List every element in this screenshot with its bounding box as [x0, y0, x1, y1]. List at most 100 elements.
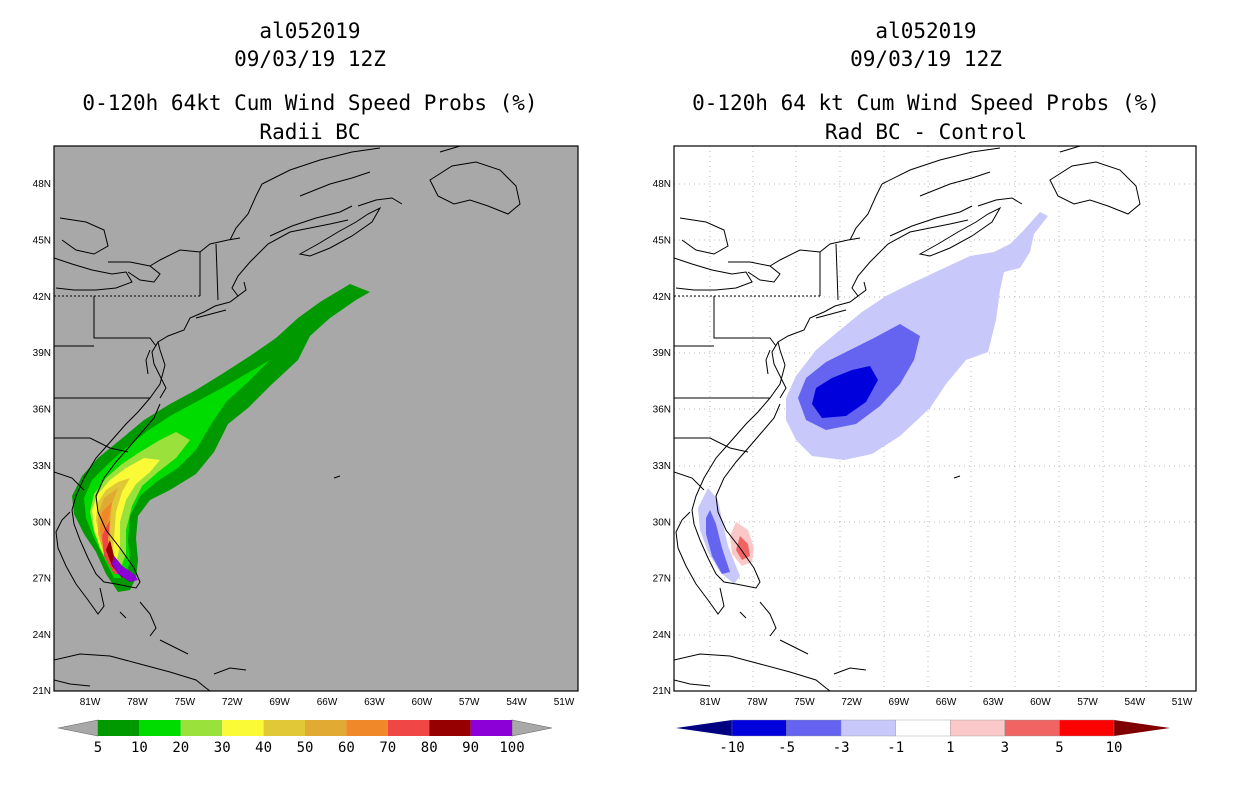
- lat-label: 33N: [653, 461, 671, 472]
- colorbar-tick-label: 3: [1001, 740, 1009, 756]
- lon-label: 57W: [1077, 697, 1098, 708]
- lon-label: 78W: [747, 697, 768, 708]
- lat-label: 24N: [33, 630, 51, 641]
- colorbar-swatch: [98, 720, 140, 736]
- colorbar-tick-label: -5: [778, 740, 795, 756]
- colorbar-high-arrow: [1114, 720, 1170, 736]
- left-colorbar: 5 10 20 30 40 50 60 70 80 90 100: [57, 719, 553, 756]
- lon-label: 66W: [936, 697, 957, 708]
- right-diff-minus5: [812, 366, 878, 418]
- colorbar-low-arrow: [57, 719, 99, 737]
- lat-label: 27N: [33, 574, 51, 585]
- colorbar-swatch: [840, 719, 896, 737]
- lat-label: 42N: [653, 292, 671, 303]
- colorbar-swatch: [950, 719, 1006, 737]
- colorbar-swatch: [346, 720, 388, 736]
- lon-label: 69W: [889, 697, 910, 708]
- lat-label: 45N: [33, 235, 51, 246]
- lat-label: 21N: [33, 686, 51, 697]
- right-product-title: 0-120h 64 kt Cum Wind Speed Probs (%): [692, 91, 1160, 115]
- lat-label: 27N: [653, 574, 671, 585]
- colorbar-tick-label: 10: [1106, 740, 1123, 756]
- colorbar-tick-label: 5: [1055, 740, 1063, 756]
- colorbar-tick-label: 70: [379, 740, 396, 756]
- lat-label: 36N: [33, 405, 51, 416]
- left-swath-70pct: [102, 520, 122, 574]
- lat-label: 30N: [653, 517, 671, 528]
- lon-label: 60W: [412, 697, 433, 708]
- colorbar-tick-label: 30: [214, 740, 231, 756]
- colorbar-tick-label: 80: [421, 740, 438, 756]
- colorbar-swatch: [263, 720, 305, 736]
- lon-label: 54W: [1125, 697, 1146, 708]
- colorbar-swatch: [786, 719, 842, 737]
- right-map: 48N 45N 42N 39N 36N 33N 30N 27N 24N 21N 81W 78W 75W 7…: [653, 145, 1197, 708]
- right-diff-plus3: [736, 536, 750, 560]
- right-storm-id: al052019: [875, 19, 977, 43]
- lon-label: 63W: [364, 697, 385, 708]
- lat-label: 33N: [33, 461, 51, 472]
- lon-label: 81W: [700, 697, 721, 708]
- lon-label: 51W: [1172, 697, 1193, 708]
- right-map-frame: [673, 145, 1197, 692]
- colorbar-tick-label: -1: [887, 740, 904, 756]
- colorbar-swatch: [305, 720, 347, 736]
- lat-label: 24N: [653, 630, 671, 641]
- colorbar-tick-label: 40: [255, 740, 272, 756]
- lat-label: 39N: [33, 348, 51, 359]
- right-subtitle: Rad BC - Control: [824, 120, 1028, 144]
- lat-label: 21N: [653, 686, 671, 697]
- colorbar-swatch: [1004, 719, 1060, 737]
- colorbar-tick-label: 1: [946, 740, 954, 756]
- colorbar-swatch: [139, 720, 181, 736]
- colorbar-tick-label: 90: [462, 740, 479, 756]
- colorbar-tick-label: 50: [297, 740, 314, 756]
- left-map-frame: [53, 145, 579, 692]
- colorbar-tick-label: 60: [338, 740, 355, 756]
- right-gridlines: [674, 146, 1196, 691]
- lat-label: 48N: [33, 179, 51, 190]
- lon-label: 75W: [794, 697, 815, 708]
- lat-label: 48N: [653, 179, 671, 190]
- right-date: 09/03/19 12Z: [850, 47, 1002, 71]
- left-product-title: 0-120h 64kt Cum Wind Speed Probs (%): [82, 91, 538, 115]
- colorbar-swatch: [387, 720, 430, 736]
- left-subtitle: Radii BC: [259, 120, 361, 144]
- colorbar-swatch: [429, 720, 471, 736]
- lon-label: 63W: [983, 697, 1004, 708]
- left-map-background: [54, 146, 578, 691]
- right-diff-minus3-florida: [706, 510, 730, 574]
- lon-label: 69W: [269, 697, 290, 708]
- lat-label: 36N: [653, 405, 671, 416]
- lon-label: 78W: [127, 697, 148, 708]
- colorbar-tick-label: 20: [172, 740, 189, 756]
- colorbar-swatch: [470, 720, 512, 736]
- lon-label: 54W: [506, 697, 527, 708]
- lon-label: 66W: [317, 697, 338, 708]
- lat-label: 45N: [653, 235, 671, 246]
- colorbar-tick-label: 5: [94, 740, 102, 756]
- lon-label: 60W: [1030, 697, 1051, 708]
- right-map-background: [674, 146, 1196, 691]
- colorbar-swatch: [1059, 719, 1115, 737]
- lon-label: 75W: [175, 697, 196, 708]
- lon-label: 57W: [459, 697, 480, 708]
- lon-label: 81W: [80, 697, 101, 708]
- left-swath-90pct: [112, 556, 138, 582]
- left-swath-5pct: [72, 284, 370, 592]
- right-colorbar: -10 -5 -3 -1 1 3 5 10: [676, 719, 1170, 756]
- colorbar-tick-label: -3: [833, 740, 850, 756]
- lat-label: 42N: [33, 292, 51, 303]
- lon-label: 72W: [222, 697, 243, 708]
- colorbar-swatch: [731, 719, 787, 737]
- left-date: 09/03/19 12Z: [234, 47, 386, 71]
- colorbar-tick-label: 10: [131, 740, 148, 756]
- colorbar-tick-label: 100: [499, 740, 524, 756]
- colorbar-tick-label: -10: [719, 740, 744, 756]
- lat-label: 39N: [653, 348, 671, 359]
- colorbar-high-arrow: [511, 719, 553, 737]
- lat-label: 30N: [33, 517, 51, 528]
- lon-label: 51W: [554, 697, 575, 708]
- colorbar-low-arrow: [676, 720, 732, 736]
